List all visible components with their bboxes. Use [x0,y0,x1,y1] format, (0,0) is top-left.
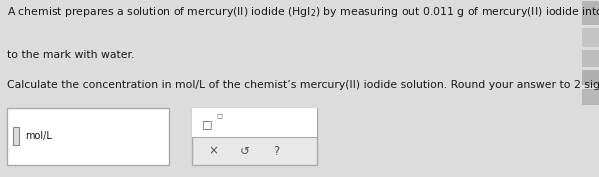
Text: mol/L: mol/L [25,131,52,141]
Text: Calculate the concentration in mol/L of the chemist’s mercury(II) iodide solutio: Calculate the concentration in mol/L of … [7,80,599,90]
Bar [13,127,19,145]
Bar [582,1,599,25]
Text: ×: × [209,144,219,158]
Bar [192,108,317,165]
Bar [582,70,599,85]
Bar [7,108,169,165]
Text: □: □ [217,114,223,119]
Text: □: □ [202,119,213,129]
Text: to the mark with water.: to the mark with water. [7,50,135,59]
Text: ↺: ↺ [240,144,250,158]
Bar [192,108,317,137]
Bar [582,89,599,105]
Text: ?: ? [274,144,280,158]
Bar [582,50,599,67]
Text: A chemist prepares a solution of mercury(II) iodide $\mathregular{(HgI_2)}$ by m: A chemist prepares a solution of mercury… [7,5,599,19]
Bar [582,28,599,47]
